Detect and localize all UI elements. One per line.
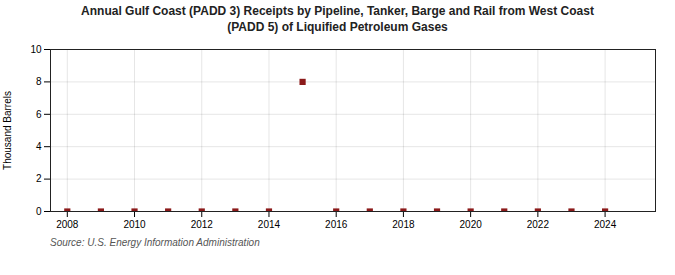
svg-text:2018: 2018: [392, 219, 415, 230]
svg-text:2008: 2008: [56, 219, 79, 230]
html-text:Source: U.S. Energy Informatio: Source: U.S. Energy Information Administ…: [50, 237, 260, 249]
svg-text:2: 2: [36, 173, 42, 184]
svg-text:2020: 2020: [460, 219, 483, 230]
svg-text:2012: 2012: [191, 219, 214, 230]
svg-text:4: 4: [36, 141, 42, 152]
svg-text:8: 8: [36, 76, 42, 87]
svg-text:2010: 2010: [123, 219, 146, 230]
svg-text:0: 0: [36, 206, 42, 217]
svg-text:2014: 2014: [258, 219, 281, 230]
svg-text:2016: 2016: [325, 219, 348, 230]
svg-text:10: 10: [30, 44, 42, 55]
svg-text:2022: 2022: [527, 219, 550, 230]
html-text:Annual Gulf Coast (PADD 3) Rec: Annual Gulf Coast (PADD 3) Receipts by P…: [81, 4, 594, 34]
svg-text:Thousand Barrels: Thousand Barrels: [2, 91, 13, 170]
svg-text:2024: 2024: [594, 219, 617, 230]
svg-text:6: 6: [36, 109, 42, 120]
